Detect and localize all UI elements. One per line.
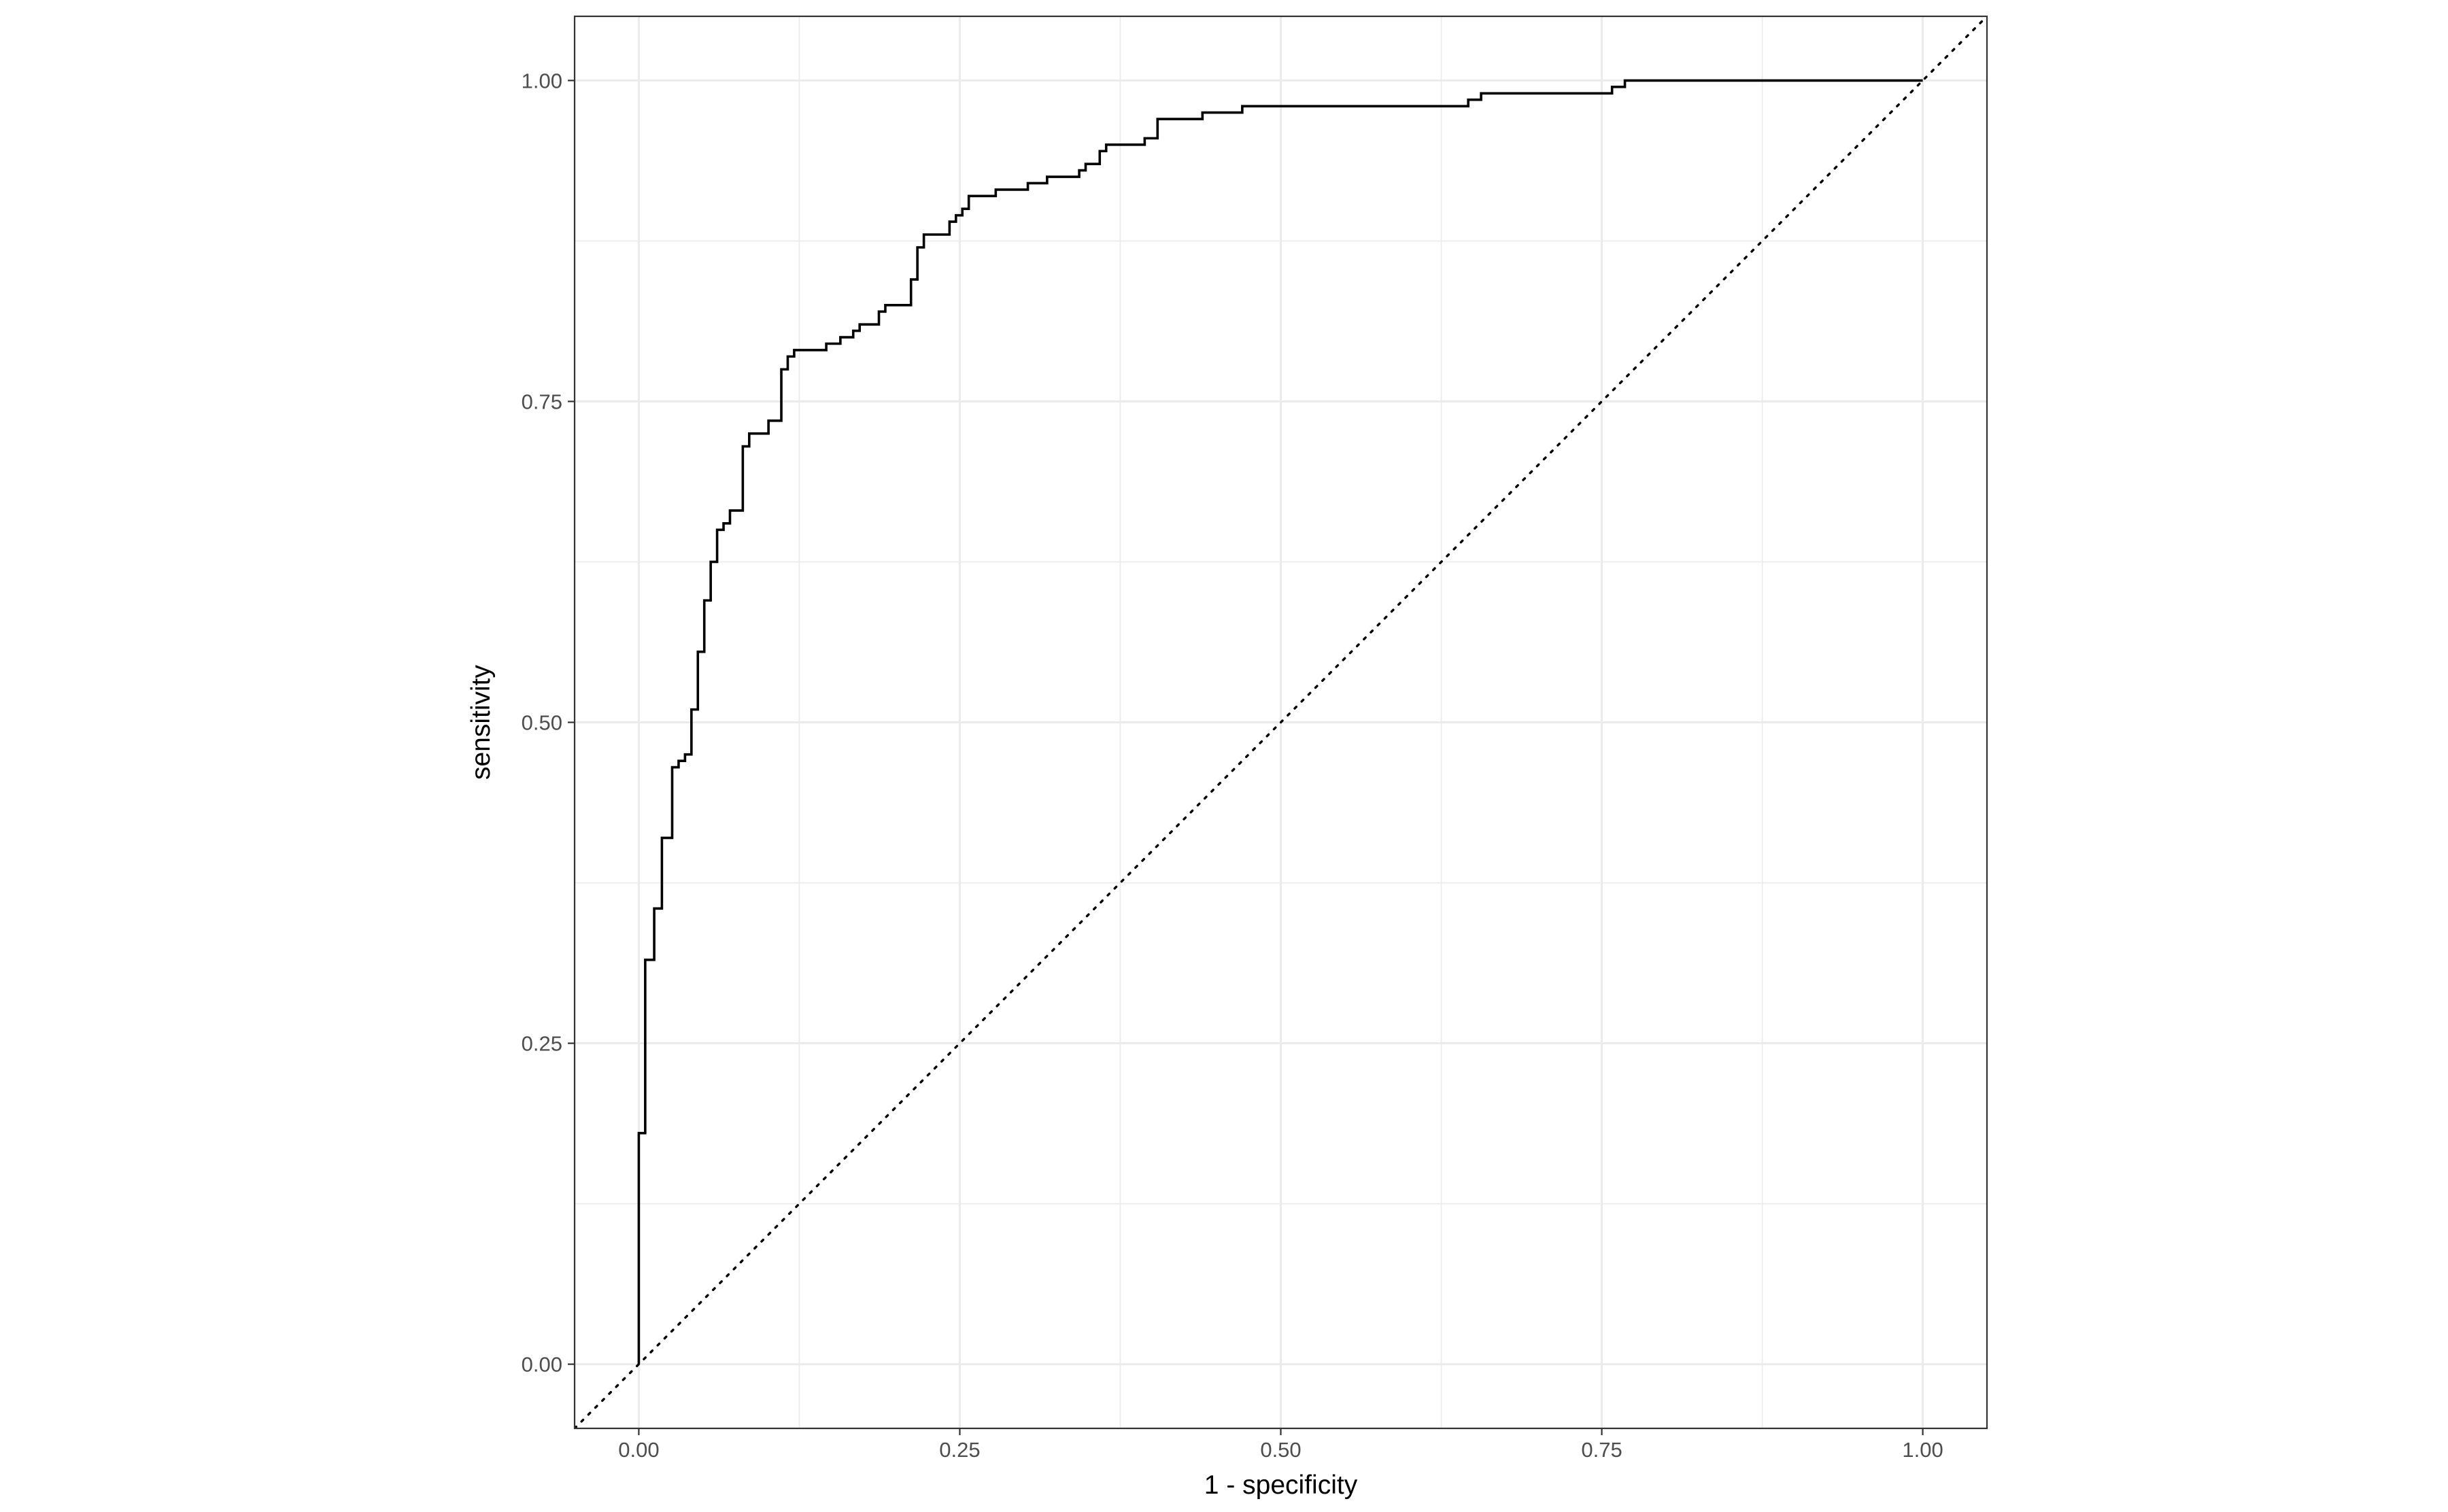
reference-diagonal-line bbox=[575, 16, 1987, 1428]
roc-curve-line bbox=[637, 79, 1923, 1364]
y-tick-label: 0.00 bbox=[522, 1353, 562, 1377]
y-tick-label: 0.25 bbox=[522, 1032, 562, 1056]
major-gridlines bbox=[575, 16, 1987, 1428]
x-axis: 0.00 0.25 0.50 0.75 1.00 bbox=[618, 1428, 1943, 1462]
y-tick-label: 0.50 bbox=[522, 711, 562, 735]
data-series bbox=[575, 16, 1987, 1428]
x-tick-label: 1.00 bbox=[1902, 1438, 1943, 1462]
x-tick-label: 0.75 bbox=[1581, 1438, 1622, 1462]
y-tick-label: 1.00 bbox=[522, 69, 562, 92]
x-tick-label: 0.00 bbox=[618, 1438, 659, 1462]
y-axis-title: sensitivity bbox=[466, 664, 496, 780]
x-tick-label: 0.25 bbox=[939, 1438, 980, 1462]
x-axis-title: 1 - specificity bbox=[1204, 1471, 1358, 1500]
y-tick-label: 0.75 bbox=[522, 390, 562, 413]
y-axis: 0.00 0.25 0.50 0.75 1.00 bbox=[522, 69, 575, 1377]
x-tick-label: 0.50 bbox=[1260, 1438, 1301, 1462]
